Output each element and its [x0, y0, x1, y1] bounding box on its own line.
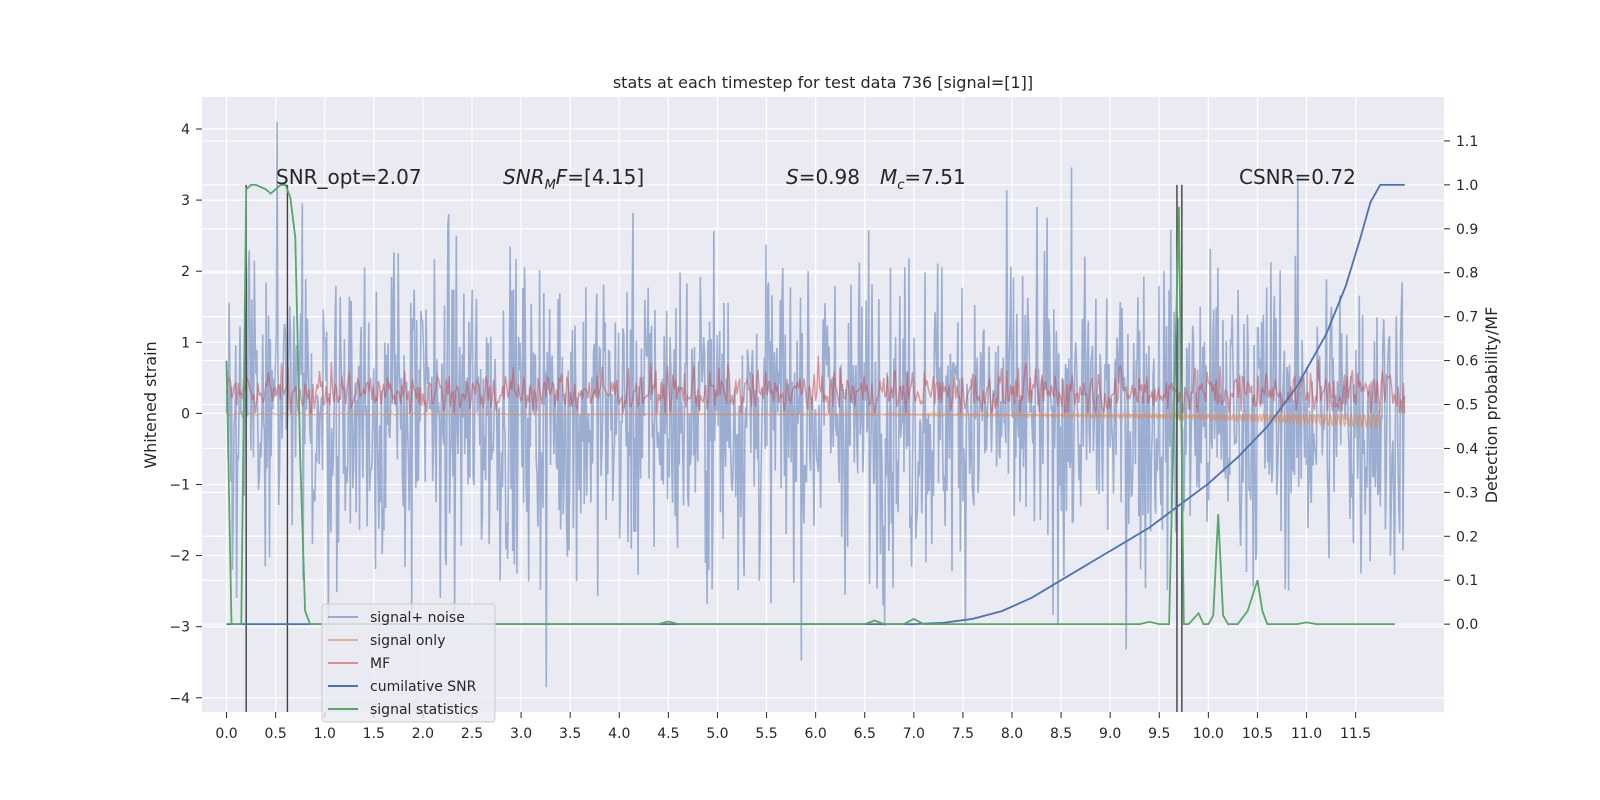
x-tick-label-5: 2.5 — [461, 726, 483, 742]
y-axis-left-label: Whitened strain — [141, 341, 160, 468]
y-left-tick-label-0: −4 — [169, 691, 190, 707]
x-tick-label-0: 0.0 — [215, 726, 237, 742]
y-left-tick-label-1: −3 — [169, 620, 190, 636]
y-right-tick-label-11: 1.1 — [1456, 134, 1478, 150]
annotation-mc: Mc=7.51 — [880, 165, 966, 193]
x-tick-label-11: 5.5 — [755, 726, 777, 742]
x-tick-label-16: 8.0 — [1001, 726, 1023, 742]
y-left-tick-label-4: 0 — [181, 406, 190, 422]
y-left-tick-label-7: 3 — [181, 193, 190, 209]
legend-label-signal-only: signal only — [370, 633, 445, 649]
y-right-tick-label-2: 0.2 — [1456, 529, 1478, 545]
x-tick-label-20: 10.0 — [1193, 726, 1224, 742]
x-tick-label-10: 5.0 — [706, 726, 728, 742]
y-left-tick-label-3: −1 — [169, 477, 190, 493]
mc-subscript: c — [897, 178, 904, 193]
x-tick-label-13: 6.5 — [854, 726, 876, 742]
y-left-tick-label-8: 4 — [181, 122, 190, 138]
legend-label-cumulative-snr: cumilative SNR — [370, 679, 477, 695]
x-tick-label-19: 9.5 — [1148, 726, 1170, 742]
grid-lines — [202, 97, 1444, 712]
annotation-s: S=0.98 — [786, 165, 860, 189]
legend: signal+ noise signal only MF cumilative … — [321, 603, 496, 723]
x-tick-label-22: 11.0 — [1291, 726, 1322, 742]
y-right-tick-label-3: 0.3 — [1456, 485, 1478, 501]
series-line-signal-only — [226, 410, 1381, 430]
y-axis-right-label: Detection probability/MF — [1482, 307, 1501, 504]
x-tick-label-7: 3.5 — [559, 726, 581, 742]
y-right-tick-label-10: 1.0 — [1456, 178, 1478, 194]
legend-label-signal-noise: signal+ noise — [370, 610, 465, 626]
y-left-tick-label-5: 1 — [181, 335, 190, 351]
chart-title: stats at each timestep for test data 736… — [613, 73, 1033, 92]
x-tick-label-14: 7.0 — [903, 726, 925, 742]
right-axis-series — [225, 183, 1405, 625]
mf-series — [225, 355, 1406, 415]
snr-mf-value: =[4.15] — [567, 165, 644, 189]
signal-noise-series — [225, 121, 1406, 688]
mc-value: =7.51 — [904, 165, 965, 189]
x-tick-label-23: 11.5 — [1340, 726, 1371, 742]
x-tick-label-21: 10.5 — [1242, 726, 1273, 742]
snr-mf-subscript: M — [545, 178, 556, 193]
legend-box — [321, 603, 496, 723]
y-right-tick-label-5: 0.5 — [1456, 398, 1478, 414]
y-right-tick-label-4: 0.4 — [1456, 441, 1478, 457]
x-tick-label-4: 2.0 — [412, 726, 434, 742]
mc-base: M — [880, 165, 897, 189]
annotation-snr-opt: SNR_opt=2.07 — [276, 165, 422, 189]
x-tick-label-3: 1.5 — [363, 726, 385, 742]
series-line-cumulative-snr — [226, 183, 1405, 625]
x-tick-label-8: 4.0 — [608, 726, 630, 742]
y-left-tick-label-2: −2 — [169, 549, 190, 565]
y-right-tick-label-9: 0.9 — [1456, 222, 1478, 238]
y-left-tick-label-6: 2 — [181, 264, 190, 280]
s-value: =0.98 — [799, 165, 860, 189]
legend-label-signal-statistics: signal statistics — [370, 702, 478, 718]
x-tick-label-9: 4.5 — [657, 726, 679, 742]
right-y-axis: 0.0 0.1 0.2 0.3 0.4 0.5 0.6 0.7 0.8 0.9 1.0 1.1 — [1444, 134, 1478, 633]
snr-mf-base: SNR — [503, 165, 545, 189]
legend-label-mf: MF — [370, 656, 390, 672]
signal-only-series — [226, 410, 1381, 430]
annotation-snr-mf: SNRMF=[4.15] — [503, 165, 644, 193]
y-right-tick-label-6: 0.6 — [1456, 354, 1478, 370]
series-line-signal-noise — [225, 121, 1406, 688]
x-tick-label-12: 6.0 — [805, 726, 827, 742]
y-right-tick-label-1: 0.1 — [1456, 573, 1478, 589]
y-right-tick-label-7: 0.7 — [1456, 310, 1478, 326]
annotation-csnr: CSNR=0.72 — [1239, 165, 1356, 189]
x-tick-label-6: 3.0 — [510, 726, 532, 742]
s-base: S — [786, 165, 799, 189]
x-tick-label-17: 8.5 — [1050, 726, 1072, 742]
x-tick-label-18: 9.0 — [1099, 726, 1121, 742]
x-tick-label-2: 1.0 — [314, 726, 336, 742]
x-tick-label-1: 0.5 — [265, 726, 287, 742]
annotations: SNR_opt=2.07 SNRMF=[4.15] S=0.98 Mc=7.51… — [276, 165, 1356, 193]
x-tick-label-15: 7.5 — [952, 726, 974, 742]
y-right-tick-label-8: 0.8 — [1456, 266, 1478, 282]
y-right-tick-label-0: 0.0 — [1456, 617, 1478, 633]
left-y-axis: −4 −3 −2 −1 0 1 2 3 4 — [169, 122, 202, 707]
series-line-mf — [225, 355, 1406, 415]
x-axis: 0.0 0.5 1.0 1.5 2.0 2.5 3.0 3.5 4.0 4.5 5.0 5.5 6.0 6… — [215, 712, 1371, 742]
snr-mf-f: F — [556, 165, 568, 189]
series-line-signal-statistics — [225, 183, 1395, 625]
